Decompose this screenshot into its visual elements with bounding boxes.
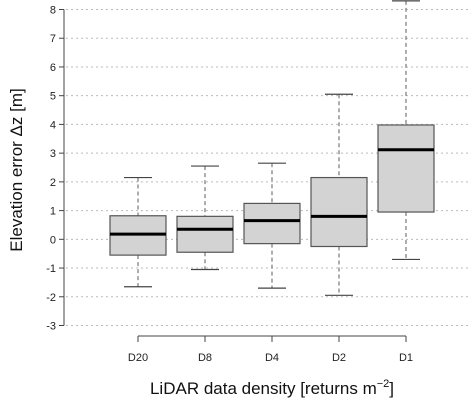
y-tick-label: 2 (50, 177, 56, 189)
box-d4 (243, 162, 301, 289)
interquartile-box (176, 215, 234, 253)
y-tick-label: 7 (50, 33, 56, 45)
y-tick-label: 3 (50, 148, 56, 160)
box-d8 (176, 165, 234, 271)
x-axis-title-superscript: −2 (377, 378, 390, 390)
y-tick-label: 1 (50, 206, 56, 218)
box-d1 (377, 0, 435, 261)
interquartile-box (243, 202, 301, 245)
y-tick-label: 4 (50, 119, 56, 131)
x-tick-label: D2 (332, 352, 346, 364)
y-tick-label: -3 (46, 321, 56, 333)
y-tick-label: 5 (50, 91, 56, 103)
x-axis-title-end: ] (389, 379, 394, 398)
y-tick-label: 0 (50, 234, 56, 246)
x-tick-label: D8 (198, 352, 212, 364)
x-tick-label: D4 (265, 352, 279, 364)
interquartile-box (310, 176, 368, 248)
x-tick-label: D1 (399, 352, 413, 364)
x-axis-title-main: LiDAR data density [returns m (150, 379, 377, 398)
y-tick-label: -1 (46, 263, 56, 275)
box-d2 (310, 93, 368, 296)
y-tick-label: 6 (50, 62, 56, 74)
y-axis: -3 -2 -1 0 1 2 3 4 5 6 7 8 (46, 5, 65, 333)
interquartile-box (377, 124, 435, 213)
y-axis-title: Elevation error Δz [m] (7, 88, 26, 251)
box-d20 (109, 176, 167, 288)
y-tick-label: -2 (46, 292, 56, 304)
box-series (109, 0, 435, 296)
x-tick-label: D20 (128, 352, 148, 364)
x-axis: D20 D8 D4 D2 D1 (128, 335, 413, 364)
x-axis-title: LiDAR data density [returns m−2] (150, 378, 394, 398)
y-tick-label: 8 (50, 5, 56, 17)
